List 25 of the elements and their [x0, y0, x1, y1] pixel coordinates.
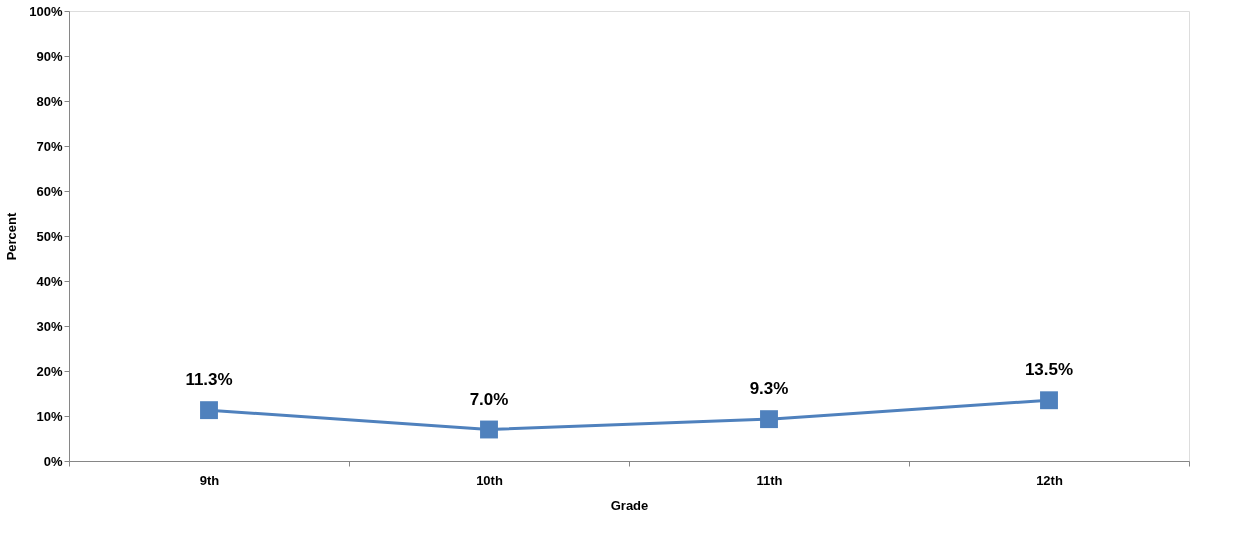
y-tick-label: 40% [36, 273, 63, 289]
point [480, 420, 498, 439]
y-tick-label: 70% [36, 138, 63, 154]
y-tick-label: 90% [36, 48, 63, 64]
y-tick-label: 0% [43, 453, 63, 469]
y-tick-label: 100% [29, 3, 63, 19]
y-tick-label: 80% [36, 93, 63, 109]
y-tick-label: 30% [36, 318, 63, 334]
y-tick-label: 20% [36, 363, 63, 379]
data-label: 11.3% [185, 370, 233, 390]
y-axis-title: Percent [4, 211, 20, 261]
x-tick-label: 9th [199, 472, 220, 488]
x-tick-label: 11th [756, 472, 783, 488]
y-tick-label: 50% [36, 228, 63, 244]
y-tick-label: 10% [36, 408, 63, 424]
data-label: 7.0% [469, 389, 509, 409]
point [200, 401, 218, 420]
data-label: 9.3% [749, 379, 789, 399]
data-label: 13.5% [1024, 360, 1074, 380]
x-tick-label: 12th [1036, 472, 1063, 488]
x-tick-label: 10th [476, 472, 503, 488]
point [1040, 391, 1058, 410]
y-tick-label: 60% [36, 183, 63, 199]
x-axis-title: Grade [610, 497, 649, 513]
point [760, 410, 778, 429]
